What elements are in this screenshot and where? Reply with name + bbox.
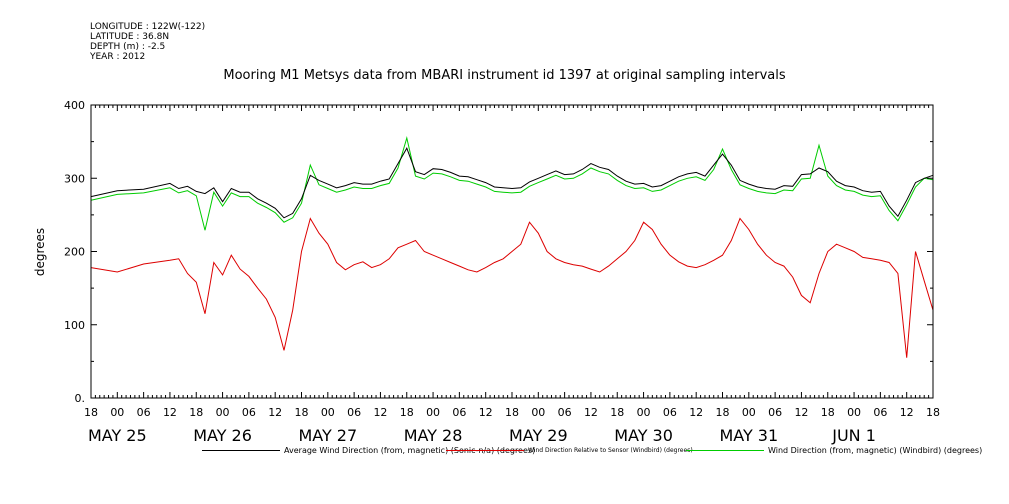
x-tick-label: 12 bbox=[163, 406, 177, 419]
legend-item-windbird-wind: Wind Direction (from, magnetic) (Windbir… bbox=[686, 446, 982, 455]
x-date-label: MAY 27 bbox=[298, 426, 357, 445]
legend-swatch-green bbox=[686, 450, 764, 451]
x-tick-label: 18 bbox=[926, 406, 940, 419]
series-line-windbird-wind bbox=[90, 136, 934, 231]
x-date-label: MAY 31 bbox=[719, 426, 778, 445]
x-tick-label: 00 bbox=[426, 406, 440, 419]
x-tick-label: 18 bbox=[400, 406, 414, 419]
x-tick-label: 06 bbox=[873, 406, 887, 419]
legend-swatch-red bbox=[446, 450, 524, 451]
legend-label-average-wind: Average Wind Direction (from, magnetic) … bbox=[284, 446, 536, 455]
x-tick-label: 00 bbox=[742, 406, 756, 419]
series-line-average-wind bbox=[90, 147, 934, 219]
x-date-label: MAY 25 bbox=[88, 426, 147, 445]
y-axis-label: degrees bbox=[33, 228, 47, 276]
x-date-label: MAY 26 bbox=[193, 426, 252, 445]
x-tick-label: 18 bbox=[189, 406, 203, 419]
x-date-label: MAY 29 bbox=[509, 426, 568, 445]
y-tick-label: 0. bbox=[75, 392, 86, 405]
x-tick-label: 12 bbox=[268, 406, 282, 419]
x-tick-label: 00 bbox=[321, 406, 335, 419]
x-tick-label: 12 bbox=[794, 406, 808, 419]
y-tick-label: 400 bbox=[64, 99, 85, 112]
x-date-label: MAY 28 bbox=[404, 426, 463, 445]
legend-label-windbird-wind: Wind Direction (from, magnetic) (Windbir… bbox=[768, 446, 983, 455]
legend-item-average-wind: Average Wind Direction (from, magnetic) … bbox=[202, 446, 535, 455]
x-tick-label: 00 bbox=[110, 406, 124, 419]
x-tick-label: 06 bbox=[347, 406, 361, 419]
y-tick-label: 300 bbox=[64, 172, 85, 185]
x-tick-label: 00 bbox=[216, 406, 230, 419]
x-tick-label: 06 bbox=[137, 406, 151, 419]
chart-title: Mooring M1 Metsys data from MBARI instru… bbox=[223, 68, 786, 83]
x-tick-label: 06 bbox=[242, 406, 256, 419]
x-tick-label: 18 bbox=[821, 406, 835, 419]
series-line-relative-wind bbox=[90, 217, 934, 358]
x-tick-label: 06 bbox=[768, 406, 782, 419]
x-tick-label: 12 bbox=[900, 406, 914, 419]
legend-label-relative-wind: Wind Direction Relative to Sensor (Windb… bbox=[528, 447, 693, 454]
x-tick-label: 00 bbox=[531, 406, 545, 419]
x-tick-label: 18 bbox=[716, 406, 730, 419]
x-date-label: JUN 1 bbox=[831, 426, 876, 445]
x-tick-label: 18 bbox=[610, 406, 624, 419]
y-tick-label: 100 bbox=[64, 319, 85, 332]
year-label: YEAR : 2012 bbox=[90, 52, 146, 62]
x-tick-label: 06 bbox=[452, 406, 466, 419]
x-tick-label: 12 bbox=[373, 406, 387, 419]
x-tick-label: 06 bbox=[558, 406, 572, 419]
x-tick-label: 00 bbox=[847, 406, 861, 419]
x-tick-label: 12 bbox=[479, 406, 493, 419]
x-date-label: MAY 30 bbox=[614, 426, 673, 445]
x-tick-label: 18 bbox=[295, 406, 309, 419]
legend-swatch-black bbox=[202, 450, 280, 451]
y-tick-label: 200 bbox=[64, 246, 85, 259]
depth-label: DEPTH (m) : -2.5 bbox=[90, 42, 166, 52]
legend-item-relative-wind: Wind Direction Relative to Sensor (Windb… bbox=[446, 446, 693, 455]
x-tick-label: 00 bbox=[637, 406, 651, 419]
x-tick-label: 12 bbox=[689, 406, 703, 419]
x-tick-label: 12 bbox=[584, 406, 598, 419]
latitude-label: LATITUDE : 36.8N bbox=[90, 32, 170, 42]
longitude-label: LONGITUDE : 122W(-122) bbox=[90, 22, 206, 32]
x-tick-label: 18 bbox=[84, 406, 98, 419]
x-tick-label: 06 bbox=[663, 406, 677, 419]
x-tick-label: 18 bbox=[505, 406, 519, 419]
